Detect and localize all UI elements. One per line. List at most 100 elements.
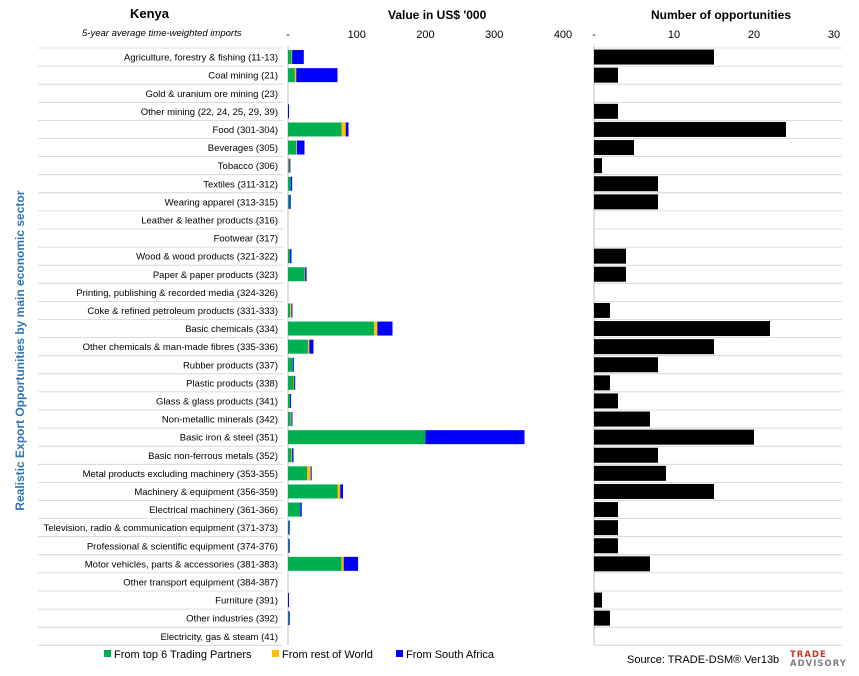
value-bar-top6-wearing-apparel-313-315	[288, 194, 290, 209]
count-bar-furniture-391	[594, 592, 602, 608]
value-bar-top6-agriculture-forestry-fishing-11-13	[288, 50, 292, 65]
category-label-wearing-apparel-313-315: Wearing apparel (313-315)	[165, 197, 278, 208]
value-bar-sa-machinery-equipment-356-359	[340, 484, 343, 499]
count-bar-machinery-equipment-356-359	[594, 483, 714, 499]
count-bar-basic-iron-steel-351	[594, 429, 754, 445]
value-bar-sa-other-chemicals-man-made-fibres-335-336	[309, 339, 314, 354]
value-bar-top6-basic-iron-steel-351	[288, 430, 426, 445]
value-bar-top6-other-industries-392	[288, 611, 289, 626]
category-label-furniture-391: Furniture (391)	[215, 596, 278, 607]
value-bar-sa-other-industries-392	[288, 611, 290, 626]
value-bar-sa-food-301-304	[345, 122, 349, 137]
value-bar-rest-metal-products-excluding-machinery-353-355	[307, 466, 311, 481]
value-bar-sa-metal-products-excluding-machinery-353-355	[310, 466, 312, 481]
value-bar-rest-basic-chemicals-334	[373, 321, 378, 336]
category-label-agriculture-forestry-fishing-11-13: Agriculture, forestry & fishing (11-13)	[124, 53, 278, 64]
chart-subtitle: 5-year average time-weighted imports	[82, 28, 242, 39]
value-bar-top6-food-301-304	[288, 122, 342, 137]
count-bar-metal-products-excluding-machinery-353-355	[594, 465, 666, 481]
value-bar-rest-tobacco-306	[288, 158, 290, 173]
category-label-coke-refined-petroleum-products-331-333: Coke & refined petroleum products (331-3…	[87, 306, 278, 317]
y-axis-label: Realistic Export Opportunities by main e…	[13, 190, 27, 510]
value-bar-sa-wearing-apparel-313-315	[289, 194, 291, 209]
value-chart-title: Value in US$ '000	[388, 8, 487, 22]
value-bar-rest-agriculture-forestry-fishing-11-13	[291, 50, 293, 65]
count-bar-coal-mining-21	[594, 67, 618, 83]
count-bar-basic-chemicals-334	[594, 321, 770, 337]
category-label-tobacco-306: Tobacco (306)	[218, 161, 278, 172]
value-bar-top6-plastic-products-338	[288, 375, 294, 390]
value-bar-sa-professional-scientific-equipment-374-376	[288, 538, 290, 553]
value-bar-sa-television-radio-communication-equipment-371-373	[288, 520, 290, 535]
count-bar-paper-paper-products-323	[594, 266, 626, 282]
category-label-metal-products-excluding-machinery-353-355: Metal products excluding machinery (353-…	[83, 469, 278, 480]
count-bar-wearing-apparel-313-315	[594, 194, 658, 210]
value-bar-top6-wood-wood-products-321-322	[288, 249, 291, 264]
category-label-motor-vehicles-parts-accessories-381-383: Motor vehicles, parts & accessories (381…	[85, 559, 278, 570]
legend-swatch-sa	[396, 650, 403, 657]
value-bar-sa-tobacco-306	[289, 158, 291, 173]
country-title: Kenya	[130, 6, 170, 21]
count-bar-non-metallic-minerals-342	[594, 411, 650, 427]
category-label-rubber-products-337: Rubber products (337)	[183, 360, 278, 371]
count-bar-glass-glass-products-341	[594, 393, 618, 409]
value-bar-rest-food-301-304	[341, 122, 346, 137]
value-bar-sa-basic-non-ferrous-metals-352	[292, 448, 294, 463]
value-bar-sa-textiles-311-312	[290, 176, 293, 191]
legend-swatch-top6	[104, 650, 111, 657]
legend-label-sa: From South Africa	[406, 649, 495, 661]
value-bar-rest-beverages-305	[296, 140, 298, 155]
value-bar-sa-basic-iron-steel-351	[425, 430, 525, 445]
legend-swatch-rest	[272, 650, 279, 657]
value-bar-top6-electrical-machinery-361-366	[288, 502, 301, 517]
value-bar-top6-paper-paper-products-323	[288, 267, 305, 282]
category-label-paper-paper-products-323: Paper & paper products (323)	[153, 270, 278, 281]
count-bar-agriculture-forestry-fishing-11-13	[594, 49, 714, 65]
value-bar-rest-non-metallic-minerals-342	[290, 412, 292, 427]
value-bar-sa-rubber-products-337	[292, 357, 294, 372]
value-bar-sa-glass-glass-products-341	[290, 393, 292, 408]
category-label-basic-chemicals-334: Basic chemicals (334)	[185, 324, 278, 335]
value-bar-top6-basic-non-ferrous-metals-352	[288, 448, 292, 463]
count-bar-tobacco-306	[594, 158, 602, 174]
value-bar-sa-coke-refined-petroleum-products-331-333	[291, 303, 293, 318]
category-label-other-industries-392: Other industries (392)	[186, 614, 278, 625]
count-bar-motor-vehicles-parts-accessories-381-383	[594, 556, 650, 572]
count-tick-label: -	[592, 29, 596, 41]
value-bar-sa-motor-vehicles-parts-accessories-381-383	[343, 556, 359, 571]
source-note: Source: TRADE-DSM® Ver13b	[627, 654, 780, 666]
count-bar-electrical-machinery-361-366	[594, 502, 618, 518]
category-label-basic-iron-steel-351: Basic iron & steel (351)	[180, 433, 278, 444]
value-bar-top6-professional-scientific-equipment-374-376	[288, 538, 289, 553]
category-label-professional-scientific-equipment-374-376: Professional & scientific equipment (374…	[87, 541, 278, 552]
value-bar-top6-textiles-311-312	[288, 176, 291, 191]
count-tick-label: 20	[748, 29, 760, 41]
value-bar-sa-non-metallic-minerals-342	[291, 412, 293, 427]
value-bar-top6-beverages-305	[288, 140, 297, 155]
value-bar-sa-coal-mining-21	[296, 68, 338, 83]
value-bar-top6-television-radio-communication-equipment-371-373	[288, 520, 289, 535]
category-label-electrical-machinery-361-366: Electrical machinery (361-366)	[149, 505, 278, 516]
category-label-plastic-products-338: Plastic products (338)	[186, 378, 278, 389]
value-bar-sa-paper-paper-products-323	[305, 267, 307, 282]
value-bar-sa-plastic-products-338	[294, 375, 296, 390]
value-bar-sa-wood-wood-products-321-322	[290, 249, 292, 264]
value-tick-label: -	[286, 29, 290, 41]
value-bar-rest-other-chemicals-man-made-fibres-335-336	[307, 339, 310, 354]
value-bar-sa-other-mining-22-24-25-29-39	[288, 104, 289, 119]
value-bar-top6-tobacco-306	[288, 158, 289, 173]
value-bar-top6-other-chemicals-man-made-fibres-335-336	[288, 339, 308, 354]
category-label-food-301-304: Food (301-304)	[213, 125, 278, 136]
category-label-printing-publishing-recorded-media-324-326: Printing, publishing & recorded media (3…	[76, 288, 278, 299]
count-bar-beverages-305	[594, 140, 634, 156]
value-bar-rest-machinery-equipment-356-359	[337, 484, 341, 499]
count-tick-label: 30	[828, 29, 840, 41]
value-bar-top6-non-metallic-minerals-342	[288, 412, 291, 427]
value-bar-top6-machinery-equipment-356-359	[288, 484, 338, 499]
category-label-other-mining-22-24-25-29-39: Other mining (22, 24, 25, 29, 39)	[141, 107, 278, 118]
legend-label-rest: From rest of World	[282, 649, 373, 661]
category-label-beverages-305: Beverages (305)	[208, 143, 278, 154]
value-bar-sa-basic-chemicals-334	[377, 321, 393, 336]
category-label-television-radio-communication-equipment-371-373: Television, radio & communication equipm…	[44, 523, 278, 534]
